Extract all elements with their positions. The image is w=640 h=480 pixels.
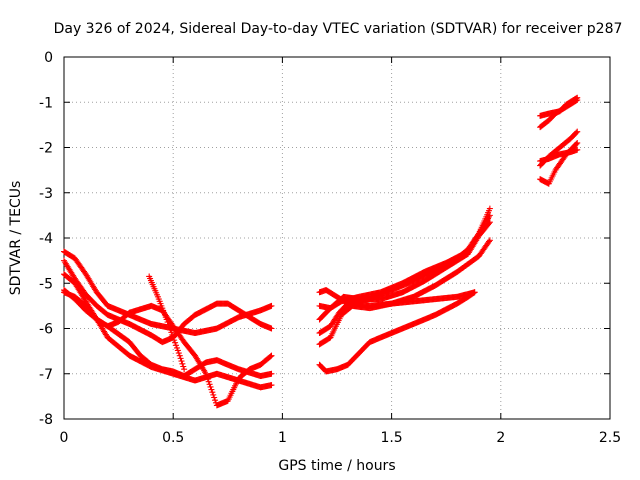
- data-point: [168, 329, 175, 336]
- series-arc-10: [316, 237, 493, 337]
- data-point: [163, 316, 170, 323]
- data-point: [211, 394, 218, 401]
- series-arc-14: [537, 96, 581, 131]
- y-axis-label: SDTVAR / TECUs: [8, 181, 24, 296]
- y-tick-label: -1: [39, 95, 53, 111]
- data-point: [573, 97, 580, 104]
- data-point: [574, 96, 581, 103]
- data-point: [176, 352, 183, 359]
- series-arc-9: [316, 219, 493, 323]
- series-arc-13: [537, 94, 581, 119]
- data-point: [167, 326, 174, 333]
- data-point: [574, 146, 581, 153]
- data-point: [174, 347, 181, 354]
- x-tick-label: 1.5: [380, 430, 402, 446]
- data-point: [573, 129, 580, 136]
- data-point: [485, 220, 492, 227]
- data-point: [574, 128, 581, 135]
- data-point: [268, 370, 275, 377]
- y-tick-label: -7: [39, 367, 53, 383]
- data-series: [61, 94, 581, 409]
- data-point: [485, 238, 492, 245]
- x-tick-label: 2.5: [599, 430, 621, 446]
- data-point: [268, 325, 275, 332]
- data-point: [209, 389, 216, 396]
- data-point: [208, 386, 215, 393]
- data-point: [268, 352, 275, 359]
- data-point: [181, 366, 188, 373]
- x-tick-label: 1: [278, 430, 287, 446]
- series-arc-17: [537, 139, 581, 187]
- series-arc-2: [61, 257, 275, 346]
- y-tick-label: -2: [39, 141, 53, 157]
- data-point: [173, 344, 180, 351]
- chart-title: Day 326 of 2024, Sidereal Day-to-day VTE…: [54, 21, 623, 37]
- data-point: [172, 339, 179, 346]
- x-tick-label: 0.5: [162, 430, 184, 446]
- data-point: [173, 342, 180, 349]
- series-arc-5: [61, 289, 275, 391]
- x-tick-label: 0: [60, 430, 69, 446]
- data-point: [165, 321, 172, 328]
- data-point: [169, 331, 176, 338]
- data-point: [486, 205, 493, 212]
- data-point: [210, 391, 217, 398]
- y-tick-label: -8: [39, 412, 53, 428]
- x-tick-label: 2: [496, 430, 505, 446]
- data-point: [207, 383, 214, 390]
- y-tick-label: 0: [44, 50, 53, 66]
- y-tick-label: -3: [39, 186, 53, 202]
- y-tick-label: -5: [39, 276, 53, 292]
- data-point: [470, 289, 477, 296]
- data-point: [574, 139, 581, 146]
- data-point: [178, 358, 185, 365]
- data-point: [573, 140, 580, 147]
- data-point: [206, 381, 213, 388]
- data-point: [268, 302, 275, 309]
- data-point: [267, 353, 274, 360]
- data-point: [170, 334, 177, 341]
- data-point: [212, 397, 219, 404]
- axis-ticks: 0 0.5 1 1.5 2 2.5 0 -1 -2 -3 -4 -5 -6 -7 -8: [39, 50, 621, 446]
- y-tick-label: -6: [39, 322, 53, 338]
- data-point: [179, 360, 186, 367]
- data-point: [171, 337, 178, 344]
- data-point: [175, 350, 182, 357]
- x-axis-label: GPS time / hours: [278, 458, 395, 474]
- data-point: [486, 219, 493, 226]
- series-arc-12: [316, 289, 478, 375]
- y-tick-label: -4: [39, 231, 53, 247]
- data-point: [177, 355, 184, 362]
- data-point: [268, 382, 275, 389]
- data-point: [166, 324, 173, 331]
- series-arc-6: [146, 273, 188, 373]
- data-point: [486, 237, 493, 244]
- data-point: [180, 363, 187, 370]
- data-point: [164, 319, 171, 326]
- data-point: [205, 378, 212, 385]
- data-point: [471, 289, 478, 296]
